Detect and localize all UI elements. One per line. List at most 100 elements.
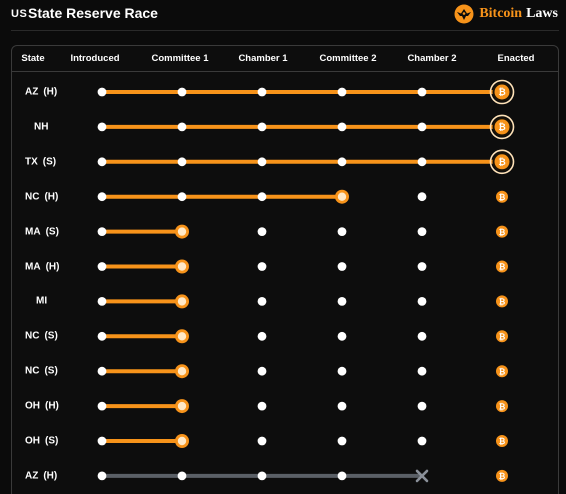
- row-5-stage-6-bitcoin-icon-symbol: ₿: [499, 228, 506, 237]
- row-7-stage-3-dot: [257, 297, 267, 306]
- row-10-stage-6-bitcoin-icon-disc: [496, 400, 508, 413]
- row-8-stage-2-current-inner: [176, 331, 187, 342]
- row-12-stage-6-bitcoin-icon-symbol: ₿: [499, 472, 506, 481]
- page-title: State Reserve Race: [28, 5, 158, 21]
- row-11-stage-5-dot: [417, 436, 427, 446]
- state-label-7: MI: [36, 296, 47, 307]
- row-12-stage-3-dot: [257, 471, 267, 481]
- state-label-8: NC (S): [25, 331, 58, 342]
- state-chamber: (S): [42, 156, 57, 168]
- state-chamber: (S): [44, 365, 58, 377]
- row-9-stage-1-dot: [97, 366, 107, 376]
- row-10-stage-6-bitcoin-icon: ₿: [496, 400, 508, 413]
- row-7-stage-2-current-inner: [176, 296, 187, 307]
- row-1-stage-2-dot: [177, 87, 187, 97]
- row-11-stage-4-dot: [337, 436, 347, 446]
- column-header-introduced: Introduced: [70, 53, 120, 64]
- table-header-divider: [12, 71, 558, 72]
- row-3-stage-6-bitcoin-icon-symbol: ₿: [498, 157, 505, 167]
- row-1-stage-6-bitcoin-icon-ring: [489, 79, 515, 105]
- row-1-stage-3-dot: [257, 87, 267, 97]
- row-2-stage-2-dot: [177, 122, 187, 132]
- state-label-9: NC (S): [25, 366, 58, 377]
- state-chamber: (S): [44, 330, 58, 342]
- row-7-stage-6-bitcoin-icon-disc: [496, 295, 508, 308]
- us-flag-label: US: [11, 8, 28, 20]
- row-6-stage-3-dot: [257, 262, 267, 271]
- row-4-stage-1-dot: [97, 192, 107, 202]
- state-chamber: (H): [43, 470, 58, 482]
- row-12-stage-5-x-b: [415, 469, 429, 483]
- column-header-chamber-1: Chamber 1: [238, 53, 288, 64]
- row-1-stage-5-dot: [417, 87, 427, 97]
- state-code: NC: [25, 365, 40, 377]
- row-1-stage-6-bitcoin-icon-symbol: ₿: [498, 87, 505, 97]
- state-code: AZ: [25, 86, 39, 98]
- row-8-stage-4-dot: [337, 331, 347, 341]
- row-10-stage-4-dot: [337, 401, 347, 411]
- row-4-stage-2-dot: [177, 192, 187, 202]
- state-chamber: (S): [45, 226, 59, 238]
- row-11-stage-2-current-marker: [175, 434, 189, 448]
- row-3-stage-3-dot: [257, 157, 267, 167]
- row-9-stage-6-bitcoin-icon-disc: [496, 365, 508, 378]
- row-7-stage-2-current-marker: [175, 294, 189, 309]
- state-chamber: (H): [45, 400, 59, 412]
- row-4-stage-3-dot: [257, 192, 267, 202]
- row-6-stage-6-bitcoin-icon: ₿: [496, 260, 508, 273]
- row-8-stage-6-bitcoin-icon-disc: [496, 330, 508, 343]
- brand-logo-group[interactable]: Bitcoin Laws: [454, 2, 558, 26]
- state-label-12: AZ (H): [25, 470, 57, 481]
- row-9-stage-4-dot: [337, 366, 347, 376]
- row-3-stage-6-bitcoin-icon-disc: [494, 154, 510, 170]
- row-2-stage-6-bitcoin-icon: ₿: [489, 114, 515, 140]
- state-code: MA: [25, 261, 41, 272]
- row-1-stage-1-dot: [97, 87, 107, 97]
- row-4-stage-4-current-inner: [336, 191, 347, 202]
- state-code: TX: [25, 156, 38, 168]
- state-label-10: OH (H): [25, 401, 59, 412]
- row-6-stage-4-dot: [337, 262, 347, 271]
- row-8-stage-2-current-marker: [175, 329, 189, 344]
- row-7-stage-4-dot: [337, 297, 347, 306]
- row-6-stage-1-dot: [97, 262, 107, 271]
- state-code: NC: [25, 191, 40, 203]
- row-7-stage-5-dot: [417, 297, 427, 306]
- row-7-stage-6-bitcoin-icon: ₿: [496, 295, 508, 308]
- row-10-stage-2-current-inner: [176, 401, 187, 412]
- state-chamber: (S): [45, 435, 59, 447]
- state-label-11: OH (S): [25, 436, 58, 447]
- row-1-stage-4-dot: [337, 87, 347, 97]
- row-12-stage-5-failed-x-icon: [415, 469, 429, 483]
- row-3-stage-2-dot: [177, 157, 187, 167]
- row-4-stage-6-bitcoin-icon: ₿: [496, 190, 508, 203]
- row-3-stage-1-dot: [97, 157, 107, 167]
- row-8-stage-6-bitcoin-icon: ₿: [496, 330, 508, 343]
- state-code: NH: [34, 121, 49, 133]
- state-code: OH: [25, 400, 40, 412]
- row-2-stage-6-bitcoin-icon-symbol: ₿: [498, 122, 505, 132]
- row-7-stage-6-bitcoin-icon-symbol: ₿: [499, 298, 506, 307]
- row-5-stage-1-dot: [97, 227, 107, 237]
- row-5-stage-3-dot: [257, 227, 267, 237]
- row-5-stage-6-bitcoin-icon: ₿: [496, 225, 508, 238]
- row-2-stage-3-dot: [257, 122, 267, 132]
- header: US State Reserve Race Bitcoin Laws: [0, 0, 566, 30]
- row-9-stage-6-bitcoin-icon: ₿: [496, 365, 508, 378]
- row-12-stage-6-bitcoin-icon-disc: [496, 469, 508, 482]
- row-10-stage-1-dot: [97, 401, 107, 411]
- row-3-stage-6-bitcoin-icon-ring: [489, 149, 515, 175]
- row-12-stage-4-dot: [337, 471, 347, 481]
- row-5-stage-6-bitcoin-icon-disc: [496, 225, 508, 238]
- row-6-stage-2-current-marker: [175, 259, 189, 274]
- row-11-stage-2-current-inner: [176, 435, 187, 446]
- row-8-stage-3-dot: [257, 331, 267, 341]
- row-6-stage-5-dot: [417, 262, 427, 271]
- row-6-stage-2-current-inner: [176, 261, 187, 272]
- column-header-state: State: [21, 53, 45, 64]
- state-label-2: NH: [34, 121, 48, 132]
- state-chamber: (H): [45, 261, 60, 272]
- row-11-stage-6-bitcoin-icon-disc: [496, 435, 508, 447]
- row-2-stage-1-dot: [97, 122, 107, 132]
- column-header-enacted: Enacted: [497, 53, 535, 64]
